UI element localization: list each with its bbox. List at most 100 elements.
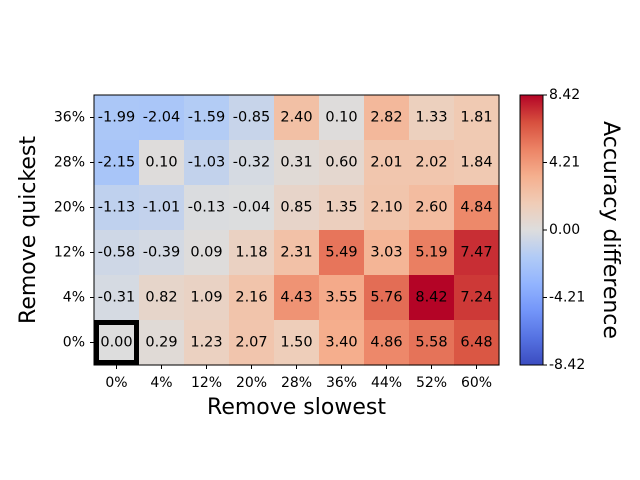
y-axis-title: Remove quickest xyxy=(16,136,41,324)
cell-value-label: 7.47 xyxy=(460,245,492,261)
x-tick-label: 0% xyxy=(105,375,127,391)
heatmap-cell xyxy=(94,320,140,366)
heatmap-cell xyxy=(364,230,410,276)
cell-value-label: 1.23 xyxy=(190,335,222,351)
cell-value-label: -0.04 xyxy=(233,200,271,216)
cell-value-label: 0.09 xyxy=(190,245,222,261)
cell-value-label: -0.31 xyxy=(98,290,136,306)
colorbar-tick-label: -4.21 xyxy=(549,290,585,306)
x-tick-label: 20% xyxy=(236,375,267,391)
cell-value-label: 0.00 xyxy=(100,335,132,351)
heatmap-cell xyxy=(184,275,230,321)
heatmap-cell xyxy=(184,230,230,276)
cell-value-label: 2.10 xyxy=(370,200,402,216)
cell-value-label: 3.55 xyxy=(325,290,357,306)
cell-value-label: 1.81 xyxy=(460,110,492,126)
cell-value-label: 8.42 xyxy=(415,290,447,306)
cell-value-label: 5.58 xyxy=(415,335,447,351)
heatmap-cell xyxy=(409,230,455,276)
cell-value-label: 2.07 xyxy=(235,335,267,351)
x-axis-title: Remove slowest xyxy=(207,395,386,420)
plot-frame xyxy=(93,94,500,366)
cell-value-label: -2.15 xyxy=(98,155,136,171)
heatmap-cell xyxy=(229,275,275,321)
heatmap-cell xyxy=(454,95,500,141)
x-tick-label: 52% xyxy=(416,375,447,391)
heatmap-cell xyxy=(454,140,500,186)
heatmap-cell xyxy=(184,95,230,141)
x-tick-label: 36% xyxy=(326,375,357,391)
y-tick-label: 36% xyxy=(54,110,85,126)
heatmap-cell xyxy=(229,230,275,276)
highlight-layer xyxy=(94,320,139,365)
cell-value-label: 2.02 xyxy=(415,155,447,171)
heatmap-cell xyxy=(454,185,500,231)
cell-value-label: 2.40 xyxy=(280,110,312,126)
colorbar-tick-label: -8.42 xyxy=(549,357,585,373)
cell-value-label: -1.03 xyxy=(188,155,226,171)
heatmap-cell xyxy=(409,140,455,186)
cell-value-label: 1.50 xyxy=(280,335,312,351)
heatmap-cell xyxy=(274,275,320,321)
cell-value-label: -0.13 xyxy=(188,200,226,216)
cell-value-label: 2.16 xyxy=(235,290,267,306)
y-tick-label: 20% xyxy=(54,200,85,216)
heatmap-cell xyxy=(409,95,455,141)
heatmap-cell xyxy=(139,230,185,276)
heatmap-cell xyxy=(409,320,455,366)
heatmap-cell xyxy=(94,275,140,321)
cell-value-label: 2.60 xyxy=(415,200,447,216)
x-tick-label: 4% xyxy=(150,375,172,391)
heatmap-cell xyxy=(229,140,275,186)
cell-value-label: 0.10 xyxy=(325,110,357,126)
x-tick-label: 44% xyxy=(371,375,402,391)
heatmap-cell xyxy=(184,320,230,366)
heatmap-cell xyxy=(139,275,185,321)
cell-value-label: 2.31 xyxy=(280,245,312,261)
cell-value-label: -1.59 xyxy=(188,110,226,126)
colorbar-tick-label: 0.00 xyxy=(549,222,580,238)
heatmap-cell xyxy=(319,185,365,231)
cell-value-label: 5.19 xyxy=(415,245,447,261)
cell-value-label: -0.85 xyxy=(233,110,271,126)
heatmap-cell xyxy=(274,230,320,276)
heatmap-cell xyxy=(409,275,455,321)
cell-value-label: 0.85 xyxy=(280,200,312,216)
y-tick-label: 28% xyxy=(54,155,85,171)
cell-value-label: 0.10 xyxy=(145,155,177,171)
heatmap-cell xyxy=(229,320,275,366)
cell-value-label: -2.04 xyxy=(143,110,181,126)
cell-value-label: 5.76 xyxy=(370,290,402,306)
heatmap-cell xyxy=(364,185,410,231)
colorbar-tick-label: 8.42 xyxy=(549,87,580,103)
heatmap-cell xyxy=(94,140,140,186)
cell-value-label: 4.84 xyxy=(460,200,492,216)
heatmap-cell xyxy=(319,140,365,186)
cell-value-label: 0.29 xyxy=(145,335,177,351)
cell-value-label: 6.48 xyxy=(460,335,492,351)
heatmap-cell xyxy=(319,275,365,321)
cell-value-label: 7.24 xyxy=(460,290,492,306)
cell-value-label: -0.58 xyxy=(98,245,136,261)
heatmap-cell xyxy=(319,230,365,276)
heatmap-cell xyxy=(454,275,500,321)
heatmap-cells xyxy=(94,95,500,366)
cell-value-label: 1.33 xyxy=(415,110,447,126)
heatmap-cell xyxy=(364,275,410,321)
cell-value-label: 0.82 xyxy=(145,290,177,306)
heatmap-cell xyxy=(139,185,185,231)
heatmap-cell-labels: -1.99 -2.04 -1.59 -0.85 2.40 0.10 2.82 1.33 1.81… xyxy=(98,110,493,351)
cell-value-label: 4.43 xyxy=(280,290,312,306)
colorbar-ticks: 8.42 4.21 0.00 -4.21 -8.42 xyxy=(543,87,585,373)
cell-value-label: 3.40 xyxy=(325,335,357,351)
heatmap-cell xyxy=(274,320,320,366)
cell-value-label: -1.99 xyxy=(98,110,136,126)
cell-value-label: 1.84 xyxy=(460,155,492,171)
y-tick-label: 12% xyxy=(54,245,85,261)
heatmap-cell xyxy=(364,95,410,141)
cell-value-label: -0.32 xyxy=(233,155,271,171)
heatmap-cell xyxy=(274,95,320,141)
heatmap-cell xyxy=(229,185,275,231)
heatmap-cell xyxy=(184,185,230,231)
cell-value-label: 2.01 xyxy=(370,155,402,171)
